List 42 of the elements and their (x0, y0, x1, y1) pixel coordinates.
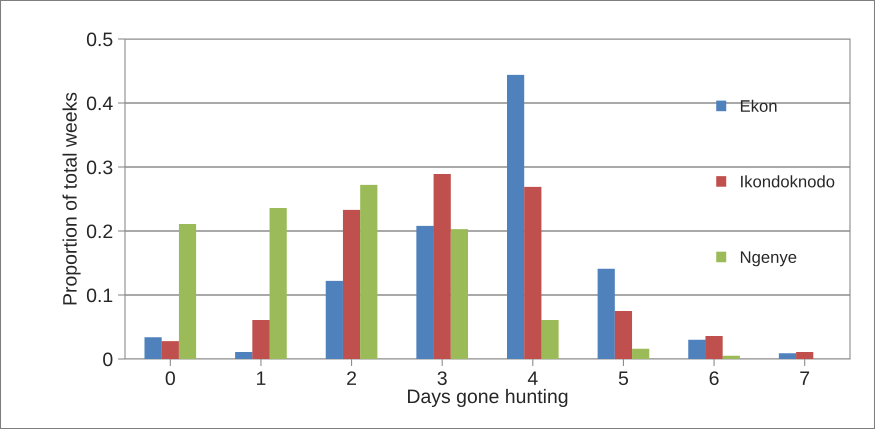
bar (252, 320, 270, 359)
bar (450, 229, 468, 359)
bar (144, 337, 162, 359)
bar (506, 74, 524, 359)
bar (598, 268, 615, 359)
x-axis-title: Days gone hunting (408, 388, 568, 408)
bar (416, 226, 434, 359)
y-tick-label: 0 (103, 352, 112, 366)
bar (235, 352, 252, 359)
y-tick-label: 0.3 (86, 160, 112, 174)
y-tick-label: 0.5 (86, 32, 112, 46)
bar (705, 336, 723, 359)
bar (360, 184, 378, 359)
x-tick-label: 2 (347, 371, 356, 385)
legend-label: Ngenye (740, 251, 796, 266)
x-tick-label: 5 (618, 372, 628, 386)
bar (614, 311, 632, 359)
x-tick-label: 6 (710, 371, 719, 386)
bar (524, 186, 542, 359)
bar (434, 174, 451, 359)
x-tick-label: 0 (166, 371, 175, 386)
bar (632, 348, 650, 359)
x-tick-label: 3 (438, 371, 447, 386)
bar (688, 340, 706, 359)
y-tick-label: 0.4 (86, 96, 113, 110)
bar (326, 280, 343, 359)
bar (722, 356, 740, 359)
bar (178, 224, 196, 359)
bar (796, 352, 814, 359)
bar (541, 320, 559, 359)
bar (342, 210, 360, 359)
y-tick-label: 0.1 (86, 288, 112, 302)
legend-label: Ikondoknodo (741, 175, 834, 188)
x-tick-label: 4 (528, 372, 538, 385)
legend-label: Ekon (740, 100, 776, 112)
bar (162, 341, 179, 359)
x-tick-label: 1 (257, 372, 266, 385)
bar (270, 208, 287, 359)
x-tick-label: 7 (800, 372, 810, 385)
y-tick-label: 0.2 (86, 224, 112, 238)
y-axis-title: Proportion of total weeks (62, 92, 81, 304)
bar (778, 353, 796, 359)
